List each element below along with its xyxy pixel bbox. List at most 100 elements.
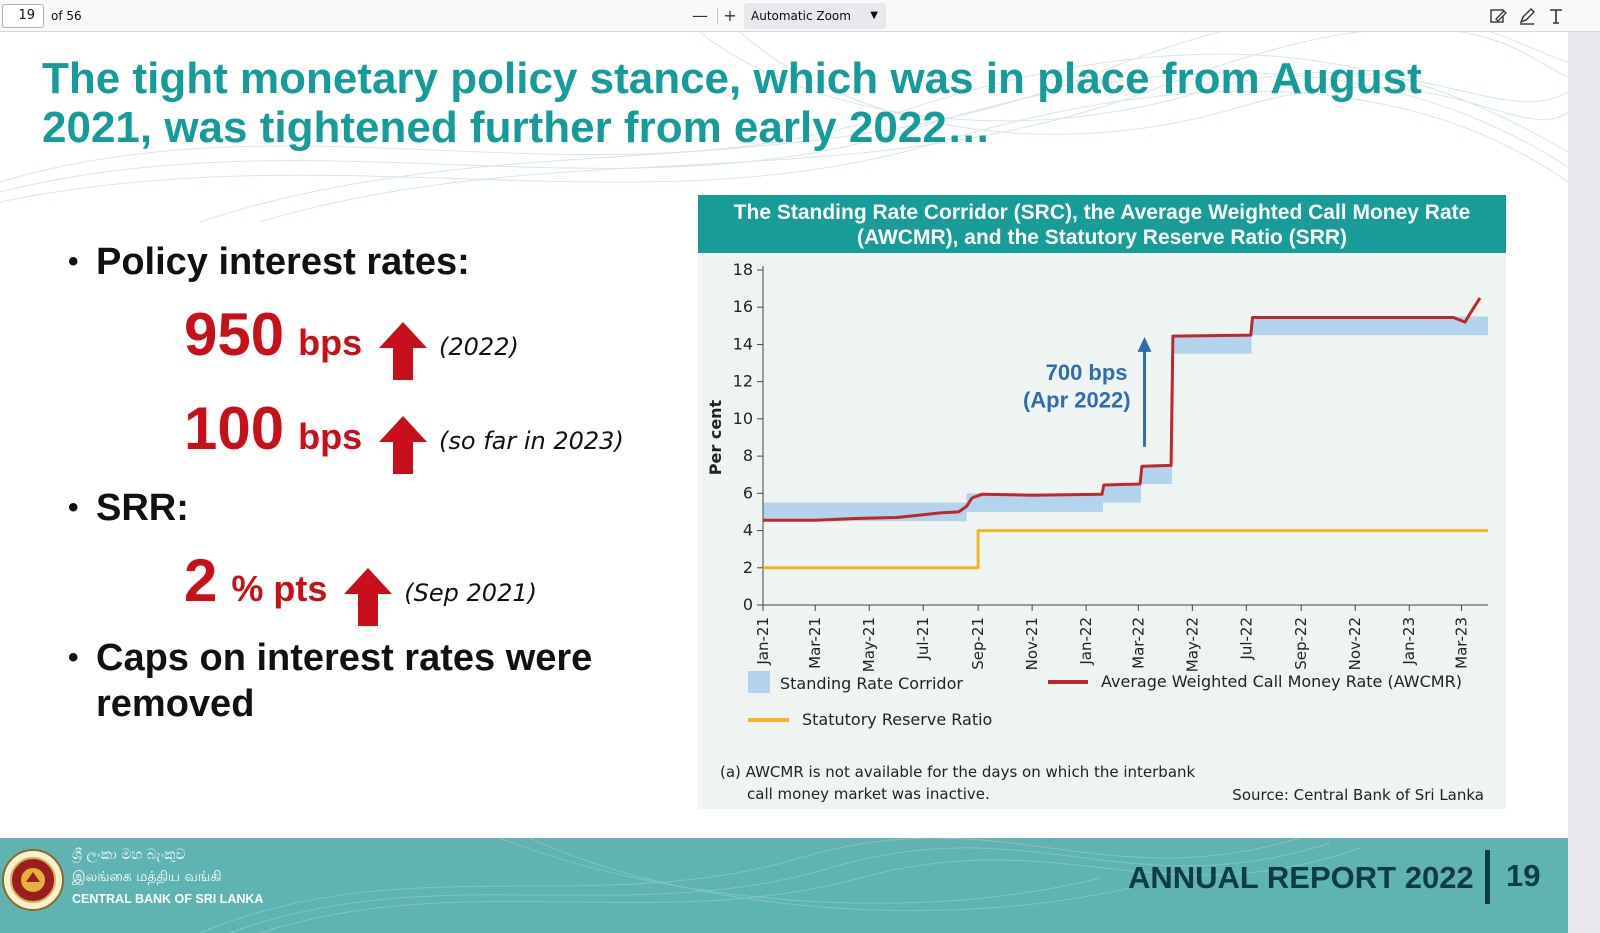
x-tick-label: Jan-21 <box>754 617 772 666</box>
bullet-caps: • Caps on interest rates were removed <box>68 635 593 727</box>
arrow-up-icon <box>378 415 427 474</box>
decorative-wave-background <box>0 32 1568 222</box>
x-tick-label: Nov-21 <box>1023 617 1041 670</box>
zoom-select-value: Automatic Zoom <box>751 9 851 23</box>
value-period-note: (2022) <box>439 333 519 361</box>
cbsl-seal-logo <box>2 849 64 911</box>
x-tick-label: Mar-22 <box>1129 617 1147 669</box>
edit-icon[interactable] <box>1488 6 1508 26</box>
annotation-arrow-head <box>1137 337 1152 352</box>
value-srr: 2 % pts (Sep 2021) <box>184 546 537 626</box>
bank-name-tamil: இலங்கை மத்திய வங்கி <box>72 869 222 885</box>
slide-footer: ශ්‍රී ලංකා මහ බැංකුව இலங்கை மத்திய வங்கி… <box>0 838 1568 933</box>
y-tick-label: 8 <box>743 446 753 465</box>
arrow-up-icon <box>378 321 427 380</box>
slide-title: The tight monetary policy stance, which … <box>42 54 1542 152</box>
bullet-srr-label: SRR: <box>96 487 189 529</box>
value-period-note: (Sep 2021) <box>404 579 537 607</box>
value-number: 100 <box>184 395 285 462</box>
value-period-note: (so far in 2023) <box>439 427 624 455</box>
legend-swatch-corridor <box>748 671 770 693</box>
bank-name-block: ශ්‍රී ලංකා මහ බැංකුව இலங்கை மத்திய வங்கி… <box>72 844 263 910</box>
x-tick-label: May-22 <box>1183 617 1201 672</box>
annotation-label-line1: 700 bps <box>1046 360 1128 385</box>
y-tick-label: 16 <box>733 297 753 316</box>
corridor-band <box>966 493 1103 512</box>
y-tick-label: 2 <box>743 558 753 577</box>
corridor-band <box>1140 465 1172 485</box>
policy-rate-chart: 0 2 4 6 8 10 12 14 16 18 Per cent Jan-21 Mar-21 May-2… <box>706 260 1488 729</box>
annual-report-label: ANNUAL REPORT 2022 <box>1128 860 1474 895</box>
srr-line <box>763 529 1488 570</box>
legend-label-corridor: Standing Rate Corridor <box>780 674 963 693</box>
zoom-out-button[interactable]: — <box>692 6 708 25</box>
page-count-label: of 56 <box>51 9 82 23</box>
y-tick-label: 10 <box>733 409 753 428</box>
y-tick-label: 18 <box>733 260 753 279</box>
arrow-up-icon <box>343 567 392 626</box>
bullet-dot: • <box>68 641 79 674</box>
chart-footnote: (a) AWCMR is not available for the days … <box>720 761 1240 805</box>
legend-label-srr: Statutory Reserve Ratio <box>802 710 992 729</box>
chevron-down-icon: ▼ <box>870 10 878 21</box>
bank-name-english: CENTRAL BANK OF SRI LANKA <box>72 892 264 906</box>
chart-title-line2: (AWCMR), and the Statutory Reserve Ratio… <box>856 226 1348 249</box>
corridor-band <box>1251 316 1488 336</box>
viewer-toolbar: 19 of 56 — + Automatic Zoom ▼ <box>0 0 1600 32</box>
y-tick-label: 6 <box>743 483 753 502</box>
x-tick-label: Jul-22 <box>1237 617 1255 661</box>
x-tick-label: Mar-21 <box>806 617 824 669</box>
pdf-page: The tight monetary policy stance, which … <box>0 32 1568 933</box>
zoom-select[interactable]: Automatic Zoom ▼ <box>744 3 886 29</box>
x-tick-label: Sep-22 <box>1292 617 1310 670</box>
bullet-caps-line1: Caps on interest rates were <box>96 637 593 679</box>
chart-title-line1: The Standing Rate Corridor (SRC), the Av… <box>733 201 1471 224</box>
y-tick-label: 14 <box>733 334 753 353</box>
y-tick-label: 12 <box>733 372 753 391</box>
annotation-label-line2: (Apr 2022) <box>1023 388 1131 413</box>
slide-title-line2: 2021, was tightened further from early 2… <box>42 103 991 152</box>
y-tick-label: 0 <box>743 595 753 614</box>
chart-panel: The Standing Rate Corridor (SRC), the Av… <box>698 195 1506 809</box>
footer-wave-pattern <box>199 838 1361 933</box>
bullet-srr: • SRR: <box>68 485 189 531</box>
zoom-divider <box>717 8 718 24</box>
legend-label-awcmr: Average Weighted Call Money Rate (AWCMR) <box>1101 672 1462 691</box>
chart-footnote-line2: call money market was inactive. <box>747 785 990 803</box>
zoom-in-button[interactable]: + <box>723 6 737 25</box>
viewer-scroll-gutter[interactable] <box>1568 32 1600 933</box>
text-icon[interactable] <box>1546 6 1566 26</box>
chart-source: Source: Central Bank of Sri Lanka <box>1232 786 1484 804</box>
footer-divider <box>1485 850 1490 904</box>
draw-icon[interactable] <box>1517 6 1537 26</box>
bullet-caps-line2: removed <box>96 683 255 725</box>
chart-footnote-line1: (a) AWCMR is not available for the days … <box>720 763 1196 781</box>
value-number: 2 <box>184 547 218 614</box>
x-tick-label: May-21 <box>860 617 878 672</box>
x-tick-label: Mar-23 <box>1452 617 1470 669</box>
awcmr-line <box>763 297 1482 522</box>
footer-page-number: 19 <box>1506 858 1541 893</box>
x-tick-label: Jul-21 <box>914 617 932 661</box>
corridor-band <box>1171 335 1252 354</box>
x-tick-label: Nov-22 <box>1346 617 1364 670</box>
chart-title: The Standing Rate Corridor (SRC), the Av… <box>698 195 1506 253</box>
value-policy-2023: 100 bps (so far in 2023) <box>184 394 624 474</box>
bank-name-sinhala: ශ්‍රී ලංකා මහ බැංකුව <box>72 847 186 863</box>
bullet-dot: • <box>68 491 79 524</box>
page-number-input[interactable]: 19 <box>2 4 44 28</box>
bullet-policy-rates: • Policy interest rates: <box>68 239 470 285</box>
y-tick-label: 4 <box>743 521 753 540</box>
y-axis-label: Per cent <box>706 399 725 475</box>
x-tick-label: Jan-22 <box>1077 617 1095 666</box>
value-policy-2022: 950 bps (2022) <box>184 300 519 380</box>
bullet-dot: • <box>68 245 79 278</box>
value-unit: bps <box>298 322 363 363</box>
value-number: 950 <box>184 301 285 368</box>
x-tick-label: Jan-23 <box>1400 617 1418 666</box>
corridor-band <box>1102 484 1141 503</box>
x-tick-label: Sep-21 <box>969 617 987 670</box>
slide-title-line1: The tight monetary policy stance, which … <box>42 54 1422 103</box>
value-unit: bps <box>298 416 363 457</box>
bullet-policy-label: Policy interest rates: <box>96 241 470 283</box>
